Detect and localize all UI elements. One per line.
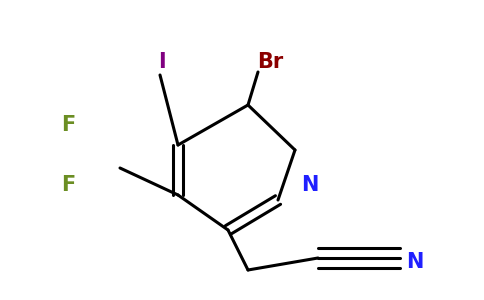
Text: N: N bbox=[406, 252, 424, 272]
Text: I: I bbox=[158, 52, 166, 72]
Text: F: F bbox=[61, 175, 75, 195]
Text: Br: Br bbox=[257, 52, 283, 72]
Text: F: F bbox=[61, 115, 75, 135]
Text: N: N bbox=[302, 175, 318, 195]
